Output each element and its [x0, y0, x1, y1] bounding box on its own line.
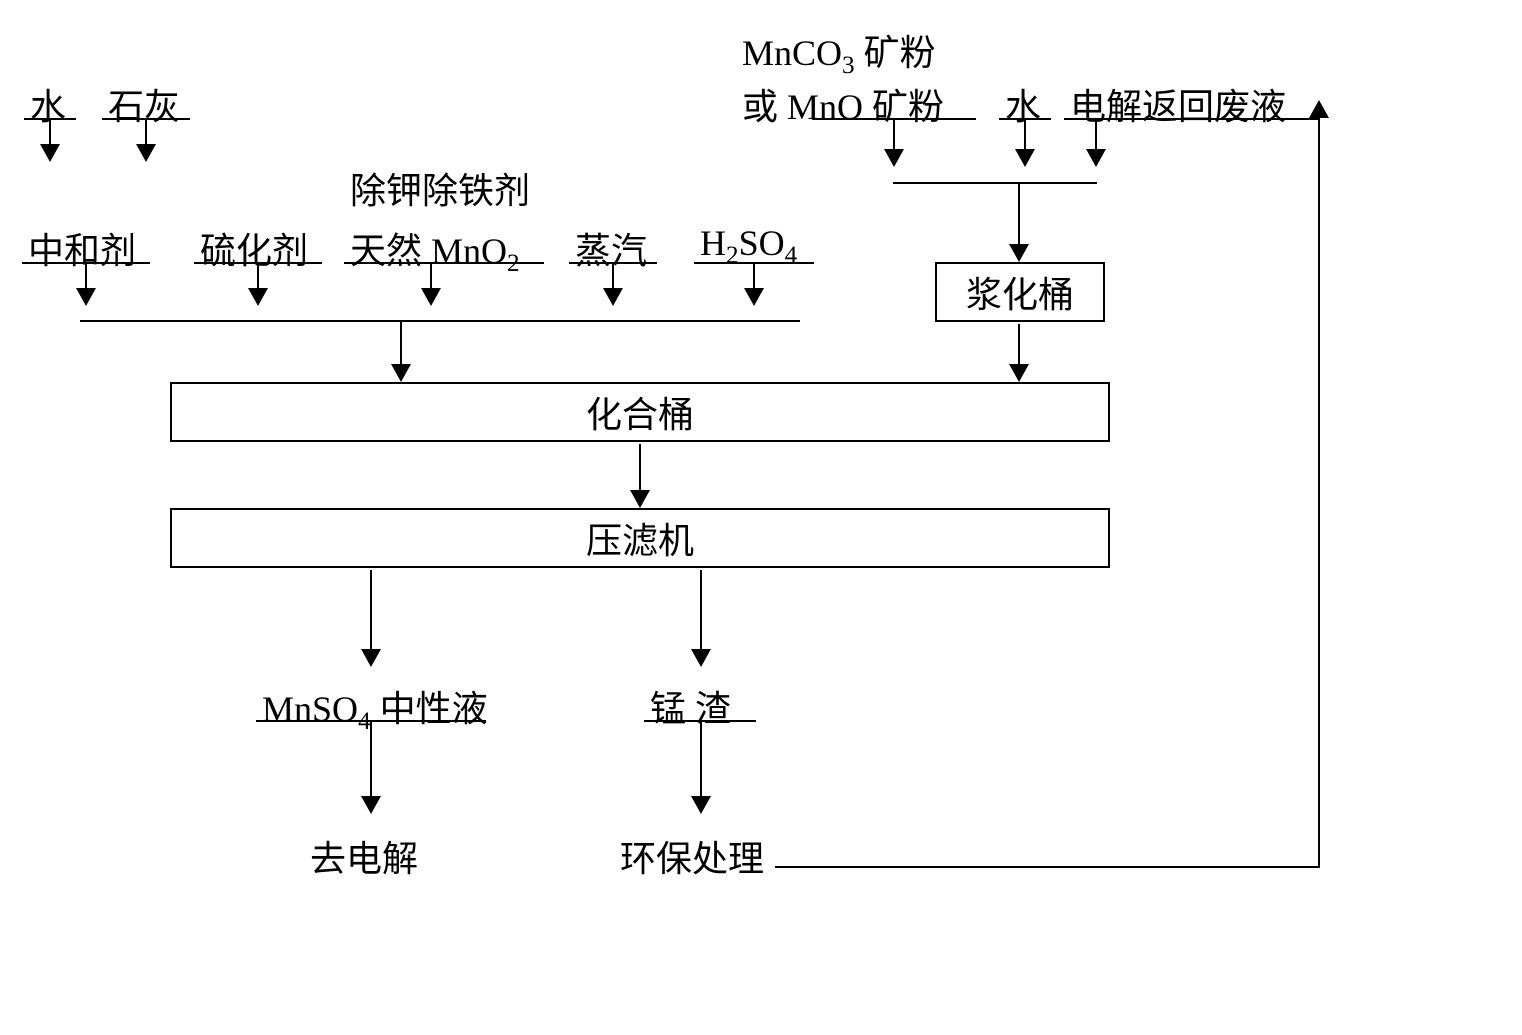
box-reaction: 化合桶: [170, 382, 1110, 442]
arrow-mnco3: [893, 120, 895, 165]
arrow-water-2: [1024, 120, 1026, 165]
input-lime: 石灰: [108, 78, 180, 130]
arrow-water-1: [49, 120, 51, 160]
box-filter: 压滤机: [170, 508, 1110, 568]
arrow-mnso4-to-electrolysis: [370, 722, 372, 812]
output-mnso4: MnSO4 中性液: [262, 680, 488, 736]
arrow-h2so4: [753, 264, 755, 304]
input-steam: 蒸汽: [575, 222, 647, 274]
output-env: 环保处理: [620, 830, 764, 882]
output-slag: 锰 渣: [650, 680, 731, 732]
input-water-2: 水: [1005, 78, 1041, 130]
arrow-reaction-to-filter: [639, 444, 641, 506]
return-vline: [1318, 118, 1320, 868]
arrow-slurry-to-reaction: [1018, 324, 1020, 380]
arrow-to-slurry: [1018, 184, 1020, 260]
reagent-collector-line: [80, 320, 800, 322]
arrow-steam: [612, 264, 614, 304]
arrow-waste: [1095, 120, 1097, 165]
arrow-neutralizer: [85, 264, 87, 304]
output-electrolysis: 去电解: [310, 830, 418, 882]
arrow-filter-to-slag: [700, 570, 702, 665]
input-sulfurizer: 硫化剂: [200, 222, 308, 274]
arrow-filter-to-mnso4: [370, 570, 372, 665]
input-iron-remover-title: 除钾除铁剂: [350, 162, 530, 214]
underline-waste: [1064, 118, 1319, 120]
underline-mno2: [344, 262, 544, 264]
input-mno2: 天然 MnO2: [350, 222, 520, 278]
return-arrow-head: [1309, 100, 1329, 118]
arrow-sulfurizer: [257, 264, 259, 304]
box-slurry: 浆化桶: [935, 262, 1105, 322]
input-mnco3-line1: MnCO3 矿粉: [742, 24, 936, 80]
input-neutralizer: 中和剂: [28, 222, 136, 274]
slurry-collector-line: [893, 182, 1097, 184]
return-hline-bottom: [775, 866, 1320, 868]
arrow-reagent-to-reaction: [400, 322, 402, 380]
input-waste: 电解返回废液: [1070, 78, 1286, 130]
input-water-1: 水: [30, 78, 66, 130]
arrow-mno2: [430, 264, 432, 304]
input-mnco3-line2: 或 MnO 矿粉: [742, 78, 944, 130]
arrow-lime: [145, 120, 147, 160]
arrow-slag-to-env: [700, 722, 702, 812]
